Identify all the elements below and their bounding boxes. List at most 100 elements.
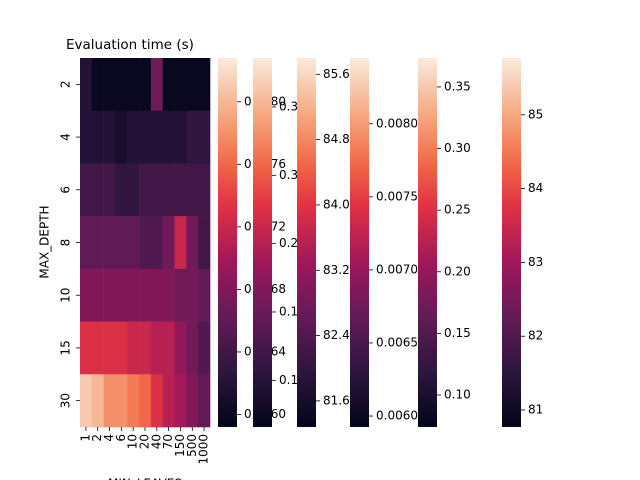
y-tick-label: 15 — [59, 340, 73, 355]
heatmap-cell — [115, 58, 128, 112]
heatmap-cell — [198, 110, 211, 164]
colorbar — [218, 58, 237, 427]
heatmap-cell — [139, 163, 152, 217]
colorbar — [418, 58, 437, 427]
heatmap-cell — [80, 216, 93, 270]
heatmap-cell — [115, 321, 128, 375]
y-tick-label: 30 — [59, 393, 73, 408]
colorbar-tick-label: 0.0080 — [376, 116, 418, 130]
colorbar-tick-label: 85.6 — [323, 67, 350, 81]
heatmap-cell — [150, 110, 164, 164]
heatmap-cell — [103, 321, 116, 375]
colorbar-tick-label: 0.35 — [444, 79, 471, 93]
chart-title: Evaluation time (s) — [66, 37, 194, 53]
heatmap-cell — [115, 216, 128, 270]
x-tick-label: 40 — [149, 434, 163, 449]
colorbar — [502, 58, 521, 427]
heatmap-cell — [186, 374, 199, 428]
heatmap-cell — [162, 58, 175, 112]
colorbar-tick-label: 82.4 — [323, 328, 350, 342]
heatmap-cell — [139, 321, 152, 375]
heatmap-cell — [198, 374, 211, 428]
heatmap-cell — [127, 268, 140, 322]
heatmap-cell — [174, 268, 187, 322]
heatmap-cell — [91, 58, 104, 112]
heatmap-cell — [80, 110, 93, 164]
x-tick-label: 10 — [126, 434, 140, 449]
heatmap-cell — [150, 58, 164, 112]
heatmap-cell — [127, 374, 140, 428]
heatmap-cell — [162, 374, 175, 428]
colorbar-tick-label: 0.25 — [444, 203, 471, 217]
heatmap-cell — [80, 268, 93, 322]
y-tick-label: 8 — [59, 239, 73, 247]
heatmap-cell — [139, 268, 152, 322]
heatmap-cell — [174, 163, 187, 217]
heatmap-cell — [103, 374, 116, 428]
heatmap-cell — [186, 321, 199, 375]
heatmap-cell — [139, 110, 152, 164]
y-tick-label: 4 — [59, 133, 73, 141]
colorbar — [297, 58, 316, 427]
heatmap-cell — [162, 216, 175, 270]
heatmap-cell — [198, 163, 211, 217]
heatmap-cell — [103, 58, 116, 112]
heatmap-cell — [150, 374, 164, 428]
y-tick-label: 6 — [59, 186, 73, 194]
y-axis-label: MAX_DEPTH — [38, 205, 52, 278]
heatmap-cell — [198, 268, 211, 322]
heatmap-cell — [103, 216, 116, 270]
x-tick-label: 1000 — [197, 434, 211, 465]
heatmap-cell — [174, 110, 187, 164]
x-tick-label: 500 — [185, 434, 199, 457]
heatmap-cell — [186, 58, 199, 112]
heatmap-cell — [139, 216, 152, 270]
heatmap-cell — [80, 58, 93, 112]
colorbar-tick-label: 0.0075 — [376, 189, 418, 203]
colorbar — [350, 58, 369, 427]
colorbar-tick-label: 0.0060 — [376, 409, 418, 423]
heatmap-cell — [186, 268, 199, 322]
colorbar-tick-label: 81 — [528, 403, 543, 417]
x-tick-label: 4 — [102, 434, 116, 442]
heatmap-cell — [127, 163, 140, 217]
colorbar-tick-label: 0.15 — [444, 326, 471, 340]
heatmap-cell — [162, 110, 175, 164]
heatmap-cell — [186, 163, 199, 217]
heatmap-cell — [80, 163, 93, 217]
colorbar-tick-label: 82 — [528, 329, 543, 343]
heatmap-cell — [91, 321, 104, 375]
colorbar-tick-label: 84.8 — [323, 132, 350, 146]
x-axis-label: MIN_LEAVES — [108, 477, 182, 480]
colorbar-tick-label: 0.0065 — [376, 335, 418, 349]
x-tick-label: 70 — [161, 434, 175, 449]
heatmap-cell — [162, 268, 175, 322]
heatmap-cell — [127, 58, 140, 112]
heatmap-cell — [162, 321, 175, 375]
heatmap-cell — [150, 163, 164, 217]
heatmap-cell — [127, 321, 140, 375]
colorbar-tick-label: 85 — [528, 107, 543, 121]
heatmap-cell — [91, 268, 104, 322]
heatmap-cell — [115, 374, 128, 428]
colorbar-tick-label: 0.10 — [444, 387, 471, 401]
colorbar-tick-label: 0.0070 — [376, 262, 418, 276]
heatmap-cell — [150, 268, 164, 322]
colorbar-tick-label: 0.30 — [444, 141, 471, 155]
heatmap-cell — [91, 216, 104, 270]
heatmap-cell — [80, 374, 93, 428]
heatmap-cell — [115, 110, 128, 164]
heatmap-cell — [174, 58, 187, 112]
heatmap-cell — [91, 374, 104, 428]
heatmap-cell — [150, 321, 164, 375]
heatmap-cell — [103, 110, 116, 164]
colorbar-tick-label: 83.2 — [323, 263, 350, 277]
heatmap-cell — [103, 163, 116, 217]
heatmap-cell — [150, 216, 164, 270]
colorbar-tick-label: 83 — [528, 255, 543, 269]
heatmap-cell — [198, 321, 211, 375]
colorbar-tick-label: 81.6 — [323, 393, 350, 407]
heatmap-cell — [174, 374, 187, 428]
heatmap-cell — [127, 110, 140, 164]
